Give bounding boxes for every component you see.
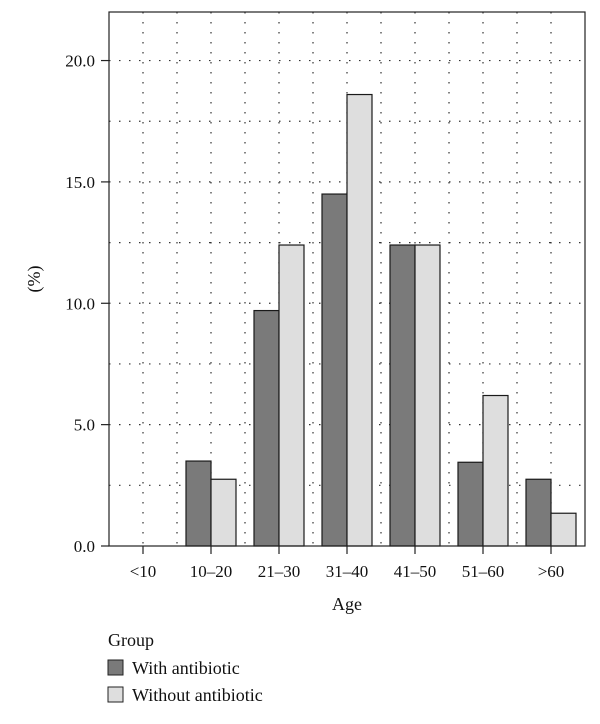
legend-label-without-antibiotic: Without antibiotic [132, 685, 263, 705]
y-tick-label: 20.0 [65, 52, 95, 71]
bar-with-antibiotic-3 [321, 193, 348, 547]
y-tick-label: 10.0 [65, 294, 95, 313]
y-axis-title: (%) [24, 266, 45, 293]
legend-label-with-antibiotic: With antibiotic [132, 658, 240, 678]
bar-without-antibiotic-6 [550, 512, 577, 547]
legend-swatch-without-antibiotic [107, 686, 124, 703]
bar-with-antibiotic-4 [389, 244, 416, 547]
x-tick-label: 51–60 [462, 562, 505, 581]
bars [185, 93, 577, 547]
y-axis: 0.0 5.0 10.0 15.0 20.0 [65, 52, 109, 556]
bar-without-antibiotic-2 [278, 244, 305, 547]
x-tick-label: <10 [130, 562, 157, 581]
x-tick-label: 41–50 [394, 562, 437, 581]
x-tick-label: 21–30 [258, 562, 301, 581]
bar-without-antibiotic-5 [482, 394, 509, 547]
legend: Group With antibiotic Without antibiotic [107, 630, 263, 705]
y-tick-label: 5.0 [74, 416, 95, 435]
bar-with-antibiotic-6 [525, 478, 552, 547]
x-tick-label: 10–20 [190, 562, 233, 581]
x-tick-label: >60 [538, 562, 565, 581]
bar-without-antibiotic-4 [414, 244, 441, 547]
y-tick-label: 15.0 [65, 173, 95, 192]
legend-title: Group [108, 630, 154, 650]
bar-without-antibiotic-3 [346, 93, 373, 547]
y-tick-label: 0.0 [74, 537, 95, 556]
x-axis: <10 10–20 21–30 31–40 41–50 51–60 >60 [130, 546, 565, 581]
x-tick-label: 31–40 [326, 562, 369, 581]
x-axis-title: Age [332, 594, 362, 614]
legend-swatch-with-antibiotic [107, 659, 124, 676]
bar-without-antibiotic-1 [210, 478, 237, 547]
bar-with-antibiotic-1 [185, 460, 212, 547]
bar-with-antibiotic-2 [253, 309, 280, 547]
bar-with-antibiotic-5 [457, 461, 484, 547]
